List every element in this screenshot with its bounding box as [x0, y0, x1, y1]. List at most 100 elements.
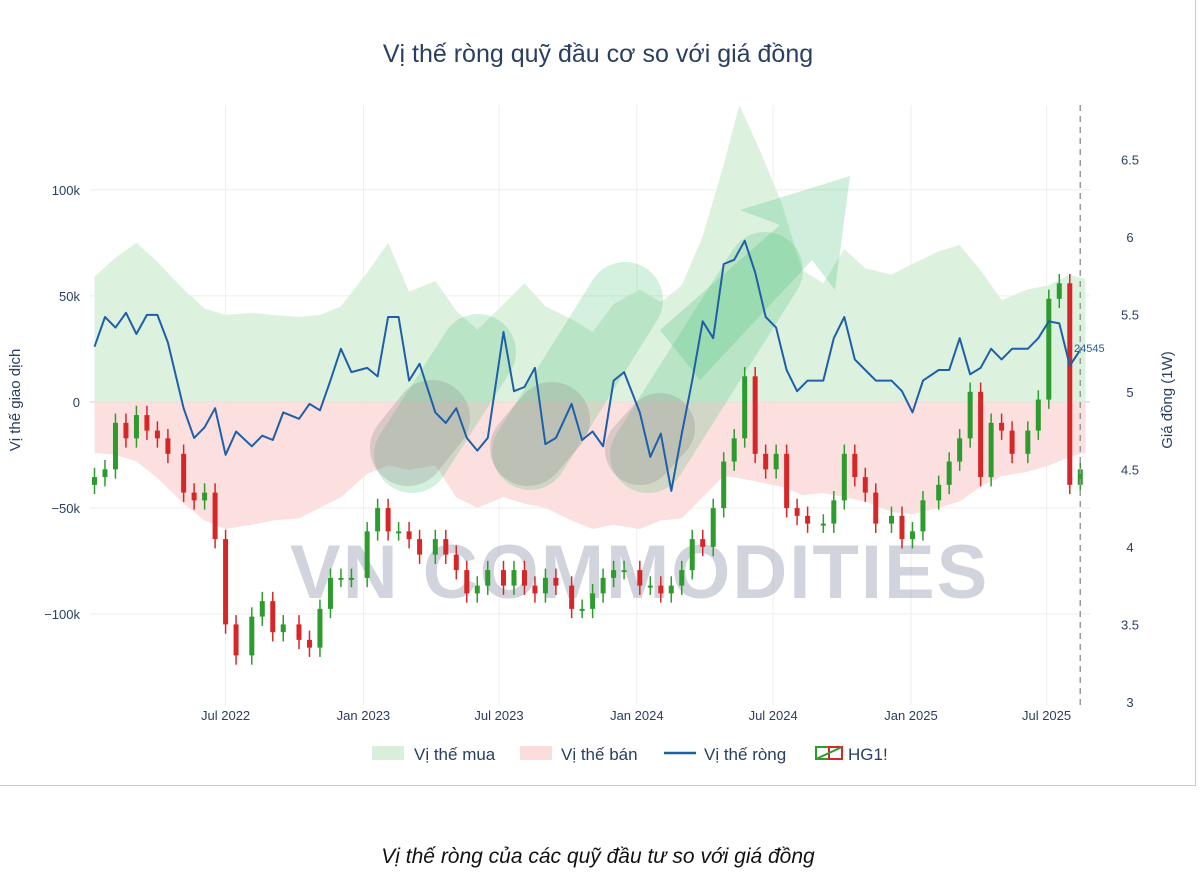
candle-body	[1035, 399, 1041, 431]
x-tick-label: Jul 2025	[1022, 708, 1071, 723]
candle-body	[102, 469, 108, 478]
candle-body	[212, 492, 218, 540]
candle-body	[621, 570, 627, 573]
watermark-pill	[370, 380, 470, 486]
candle-body	[296, 624, 302, 640]
candle-body	[144, 415, 150, 431]
y-tick-label: 100k	[52, 183, 81, 198]
candle-body	[417, 539, 423, 555]
candle-body	[317, 608, 323, 648]
candle-body	[375, 508, 381, 532]
candle-body	[831, 500, 837, 524]
x-tick-label: Jan 2023	[337, 708, 391, 723]
x-tick-label: Jul 2023	[474, 708, 523, 723]
legend-swatch-candle[interactable]	[815, 746, 843, 760]
candle-body	[521, 570, 527, 586]
watermark-pill-green	[610, 232, 803, 493]
y-axis-label: Vị thế giao dịch	[7, 349, 24, 452]
candle-body	[443, 539, 449, 555]
candle-body	[500, 570, 506, 586]
candle-body	[773, 453, 779, 470]
candle-body	[700, 539, 706, 547]
candle-body	[920, 500, 926, 532]
legend-label-long[interactable]: Vị thế mua	[414, 745, 496, 764]
candle-body	[396, 531, 402, 534]
candle-body	[579, 608, 585, 611]
candle-body	[406, 531, 412, 540]
candle-body	[1056, 283, 1062, 299]
y2-tick-label: 3	[1126, 695, 1133, 710]
candle-body	[1077, 469, 1083, 485]
watermark-pill	[605, 393, 695, 485]
candle-body	[637, 570, 643, 586]
candle-body	[1009, 430, 1015, 454]
watermark-pill-green	[374, 314, 516, 493]
candle-body	[181, 453, 187, 493]
candle-body	[123, 422, 129, 439]
candle-body	[464, 570, 470, 594]
candle-body	[223, 539, 229, 625]
candle-body	[841, 453, 847, 501]
long-position-area	[94, 105, 1086, 402]
y2-tick-label: 3.5	[1121, 617, 1139, 632]
watermark-pill	[490, 382, 590, 486]
candle-body	[679, 570, 685, 586]
candle-body	[852, 453, 858, 478]
candle-body	[967, 391, 973, 439]
candle-body	[805, 515, 811, 524]
candle-body	[569, 585, 575, 609]
candle-body	[133, 415, 139, 439]
candle-body	[988, 422, 994, 478]
y2-tick-label: 6.5	[1121, 152, 1139, 167]
candle-body	[474, 585, 480, 594]
watermark-pill-green	[492, 262, 663, 490]
candle-body	[249, 616, 255, 656]
y2-tick-label: 5.5	[1121, 307, 1139, 322]
chart-frame	[0, 0, 1196, 786]
legend-swatch-short[interactable]	[520, 746, 552, 760]
candle-body	[899, 515, 905, 540]
y2-tick-label: 4	[1126, 540, 1133, 555]
candle-body	[233, 624, 239, 656]
candle-body	[280, 624, 286, 633]
candle-body	[112, 422, 118, 470]
candle-body	[348, 577, 354, 580]
candle-body	[542, 577, 548, 594]
candle-body	[936, 484, 942, 501]
candle-body	[794, 508, 800, 516]
candle-body	[385, 508, 391, 532]
candle-body	[1025, 430, 1031, 454]
candle-body	[1046, 298, 1052, 400]
y-tick-label: −50k	[51, 501, 80, 516]
legend-label-net[interactable]: Vị thế ròng	[704, 745, 786, 764]
candle-body	[689, 539, 695, 571]
candle-body	[721, 461, 727, 509]
short-position-area	[94, 401, 1086, 529]
candle-body	[259, 601, 265, 617]
legend-label-candle[interactable]: HG1!	[848, 745, 888, 764]
candle-body	[784, 453, 790, 509]
y-tick-label: −100k	[44, 607, 80, 622]
candle-body	[553, 577, 559, 586]
candle-body	[978, 391, 984, 478]
candle-body	[888, 515, 894, 524]
candle-body	[763, 453, 769, 470]
candle-body	[154, 430, 160, 439]
y2-axis-label: Giá đồng (1W)	[1159, 351, 1176, 449]
candle-body	[710, 508, 716, 547]
x-tick-label: Jul 2024	[749, 708, 798, 723]
legend-label-short[interactable]: Vị thế bán	[561, 745, 638, 764]
figure-caption: Vị thế ròng của các quỹ đầu tư so với gi…	[381, 845, 815, 868]
candle-body	[532, 585, 538, 594]
candle-body	[611, 570, 617, 578]
y-tick-label: 0	[73, 395, 80, 410]
legend-swatch-long[interactable]	[372, 746, 404, 760]
y2-tick-label: 4.5	[1121, 462, 1139, 477]
net-position-line	[93, 239, 1082, 492]
candle-body	[600, 577, 606, 594]
x-tick-label: Jul 2022	[201, 708, 250, 723]
candle-body	[909, 531, 915, 540]
legend: Vị thế mua Vị thế bán Vị thế ròng HG1!	[372, 745, 888, 764]
candle-body	[306, 639, 312, 648]
candle-body	[202, 492, 208, 501]
